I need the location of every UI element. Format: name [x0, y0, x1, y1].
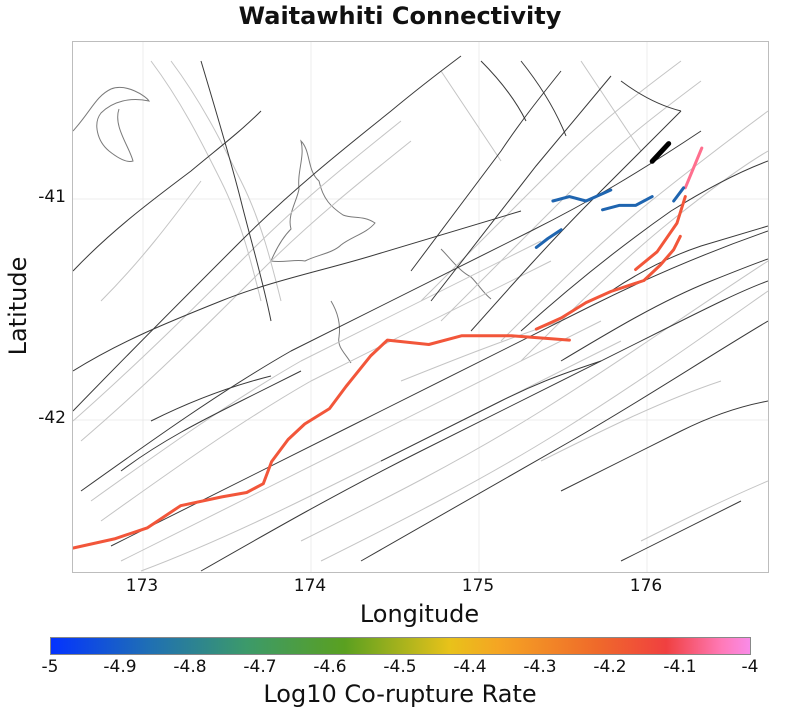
rupture-pink[interactable]: [683, 146, 704, 190]
fault-trace: [520, 60, 567, 137]
x-tick-label: 175: [461, 576, 495, 596]
subsection-band: [90, 240, 542, 502]
map-plot-area[interactable]: [72, 41, 769, 573]
fault-trace: [120, 370, 302, 472]
fault-trace: [610, 225, 768, 292]
subsection-band: [320, 290, 768, 562]
subsection-band: [540, 380, 722, 462]
subsection-band: [100, 180, 202, 302]
fault-trace: [620, 500, 742, 562]
subsection-band: [100, 260, 552, 522]
colorbar-label: Log10 Co-rupture Rate: [263, 680, 537, 708]
fault-trace: [200, 280, 768, 572]
fault-trace: [560, 400, 768, 492]
fault-trace: [80, 130, 702, 492]
subsection-band: [440, 80, 702, 322]
y-axis-label: Latitude: [4, 256, 32, 356]
highlighted-ruptures: [73, 141, 704, 550]
fault-trace: [430, 75, 612, 302]
subsection-band: [140, 340, 622, 572]
coastline-east: [440, 248, 492, 300]
rupture-orange-3[interactable]: [634, 195, 687, 271]
x-tick-label: 174: [293, 576, 327, 596]
colorbar-tick-label: -4.9: [103, 657, 137, 677]
colorbar-tick-label: -4.5: [383, 657, 417, 677]
coastline-central: [330, 300, 352, 364]
fault-trace: [480, 60, 527, 122]
subsection-band: [300, 260, 768, 542]
colorbar-tick-label: -4.6: [313, 657, 347, 677]
fault-trace: [380, 360, 602, 462]
subsection-band: [640, 480, 768, 542]
fault-map[interactable]: [73, 42, 768, 572]
fault-trace: [73, 55, 462, 412]
colorbar-tick-label: -4: [741, 657, 759, 677]
coastline-sounds: [270, 139, 376, 263]
subsection-band: [440, 70, 502, 162]
fault-trace: [150, 375, 272, 422]
colorbar-tick-label: -4.1: [663, 657, 697, 677]
fault-trace: [470, 110, 682, 332]
chart-title: Waitawhiti Connectivity: [238, 2, 562, 30]
gridlines: [73, 42, 768, 572]
subsection-band: [170, 60, 282, 302]
fault-trace: [73, 110, 262, 272]
colorbar: [50, 637, 751, 655]
x-axis-label: Longitude: [359, 600, 480, 628]
subsection-band: [520, 150, 768, 362]
colorbar-tick-label: -4.7: [243, 657, 277, 677]
y-tick-label: -42: [38, 408, 66, 428]
subsection-band: [80, 140, 412, 442]
rupture-orange-main[interactable]: [73, 334, 571, 550]
subsection-band: [580, 60, 642, 152]
subsection-band: [500, 110, 768, 342]
colorbar-tick-label: -5: [41, 657, 59, 677]
fault-trace: [110, 230, 768, 547]
colorbar-tick-label: -4.4: [453, 657, 487, 677]
subsection-band: [150, 60, 262, 302]
fault-trace: [560, 258, 768, 362]
colorbar-tick-label: -4.3: [523, 657, 557, 677]
coastline-west: [73, 87, 151, 162]
fault-trace: [73, 210, 522, 372]
fault-traces: [73, 55, 768, 572]
colorbar-tick-label: -4.8: [173, 657, 207, 677]
fault-trace: [200, 60, 272, 322]
fault-subsections: [73, 60, 768, 572]
rupture-blue-2[interactable]: [601, 195, 654, 212]
x-tick-label: 173: [125, 576, 159, 596]
fault-trace: [520, 160, 768, 332]
fault-trace: [410, 70, 562, 272]
fault-trace: [620, 80, 682, 112]
subsection-band: [120, 320, 602, 562]
rupture-blue-1[interactable]: [551, 188, 613, 203]
rupture-orange-2[interactable]: [534, 234, 682, 331]
colorbar-tick-label: -4.2: [593, 657, 627, 677]
coastline: [73, 87, 492, 364]
fault-trace: [360, 320, 768, 562]
x-tick-label: 176: [629, 576, 663, 596]
rupture-blue-4[interactable]: [672, 186, 686, 203]
subsection-band: [73, 120, 402, 422]
waitawhiti-fault[interactable]: [649, 141, 672, 164]
y-tick-label: -41: [38, 187, 66, 207]
rupture-blue-3[interactable]: [534, 228, 563, 249]
